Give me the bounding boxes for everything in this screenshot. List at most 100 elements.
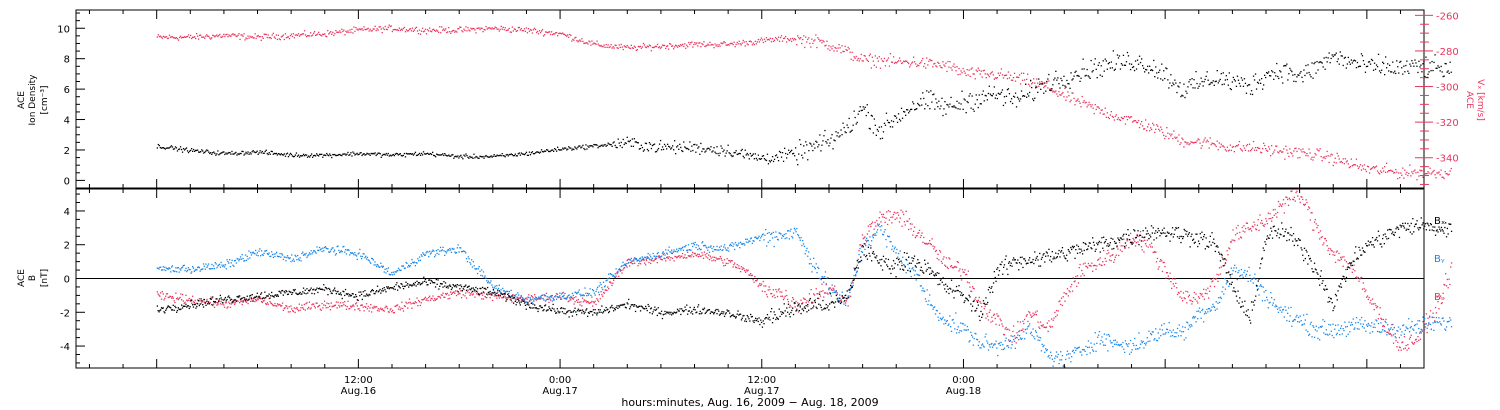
- bz-series-point: [1041, 325, 1043, 327]
- density-series-point: [810, 143, 812, 145]
- density-series-point: [668, 145, 670, 148]
- vx-series-point: [1034, 82, 1036, 84]
- density-series-point: [750, 155, 752, 157]
- density-series-point: [1217, 82, 1219, 84]
- bz-series-point: [802, 302, 804, 304]
- vx-series-point: [962, 67, 964, 70]
- bz-series-point: [750, 274, 753, 277]
- bz-series-point: [697, 256, 700, 258]
- density-series-point: [724, 155, 726, 157]
- by-series-point: [671, 252, 674, 255]
- vx-series-point: [467, 27, 469, 29]
- vx-series-point: [813, 40, 815, 42]
- density-series-point: [1442, 75, 1444, 78]
- by-series-point: [176, 267, 179, 269]
- bz-series-point: [1177, 291, 1180, 294]
- density-series-point: [1176, 91, 1178, 94]
- density-series-point: [722, 150, 724, 153]
- vx-series-point: [1253, 149, 1256, 151]
- density-series-point: [627, 140, 629, 142]
- vx-series-point: [801, 42, 803, 45]
- density-series-point: [644, 142, 647, 144]
- bz-series-point: [411, 307, 413, 309]
- by-series-point: [632, 260, 634, 262]
- bz-series-point: [380, 307, 382, 309]
- by-series-point: [222, 265, 224, 268]
- density-series-point: [208, 151, 210, 153]
- density-series-point: [843, 126, 845, 129]
- by-series-point: [764, 234, 766, 236]
- bz-series-point: [703, 251, 706, 253]
- bz-series-point: [306, 302, 308, 304]
- vx-series-point: [468, 29, 470, 31]
- bz-series-point: [1350, 264, 1352, 267]
- bz-series-point: [587, 300, 589, 303]
- vx-series-point: [1244, 149, 1247, 151]
- vx-series-point: [1243, 147, 1246, 149]
- vx-series-point: [1095, 108, 1097, 111]
- density-series-point: [1053, 79, 1055, 81]
- bz-series-point: [1055, 309, 1058, 312]
- bz-series-point: [629, 262, 632, 264]
- by-series-point: [571, 297, 573, 299]
- vx-series-point: [1301, 151, 1303, 153]
- vx-series-point: [891, 61, 894, 63]
- by-series-point: [301, 252, 303, 255]
- by-series-point: [411, 258, 413, 261]
- bz-series-point: [458, 292, 460, 294]
- bz-series-point: [812, 302, 814, 304]
- by-series-point: [471, 266, 474, 268]
- vx-series-point: [1377, 172, 1380, 174]
- by-series-point: [786, 237, 788, 239]
- vx-series-point: [273, 36, 275, 38]
- density-series-point: [1179, 82, 1181, 84]
- vx-series-point: [1184, 141, 1186, 143]
- bz-series-point: [1379, 307, 1381, 309]
- density-series-point: [986, 99, 988, 101]
- density-series-point: [532, 153, 535, 155]
- bz-series-point: [1294, 200, 1296, 202]
- density-series-point: [544, 150, 547, 152]
- bz-series-point: [1433, 316, 1435, 319]
- density-series-point: [361, 154, 363, 157]
- bz-series-point: [630, 261, 632, 263]
- vx-series-point: [677, 46, 679, 48]
- bz-series-point: [196, 302, 198, 304]
- density-series-point: [633, 138, 635, 140]
- by-series-point: [707, 249, 709, 251]
- density-series-point: [1209, 83, 1211, 85]
- vx-series-point: [268, 37, 270, 39]
- density-series-point: [1365, 65, 1368, 68]
- vx-series-point: [632, 47, 634, 49]
- by-series-point: [394, 271, 396, 273]
- vx-series-point: [329, 32, 331, 34]
- by-series-point: [313, 250, 315, 252]
- density-series-point: [460, 154, 462, 156]
- bz-series-point: [548, 301, 550, 303]
- by-series-point: [574, 291, 576, 293]
- density-series-point: [175, 147, 178, 149]
- vx-series-point: [663, 44, 666, 47]
- bz-series-point: [667, 257, 669, 259]
- bz-series-point: [465, 292, 467, 294]
- by-series-point: [437, 249, 439, 251]
- vx-series-point: [568, 36, 570, 38]
- vx-series-point: [1043, 86, 1045, 89]
- bz-series-point: [839, 299, 842, 301]
- vx-series-point: [1266, 149, 1268, 152]
- by-series-point: [464, 251, 466, 253]
- by-series-point: [740, 243, 743, 245]
- by-series-point: [607, 278, 609, 280]
- density-series-point: [422, 151, 425, 153]
- by-series-point: [718, 249, 720, 251]
- density-series-point: [1421, 71, 1423, 73]
- vx-series-point: [1009, 74, 1012, 76]
- density-series-point: [718, 154, 720, 157]
- bz-series-point: [1378, 313, 1380, 316]
- vx-series-point: [1282, 151, 1284, 153]
- bz-series-point: [668, 256, 670, 258]
- vx-series-point: [1414, 169, 1416, 171]
- vx-series-point: [1438, 171, 1440, 173]
- bz-series-point: [929, 240, 931, 242]
- density-series-point: [1011, 102, 1014, 105]
